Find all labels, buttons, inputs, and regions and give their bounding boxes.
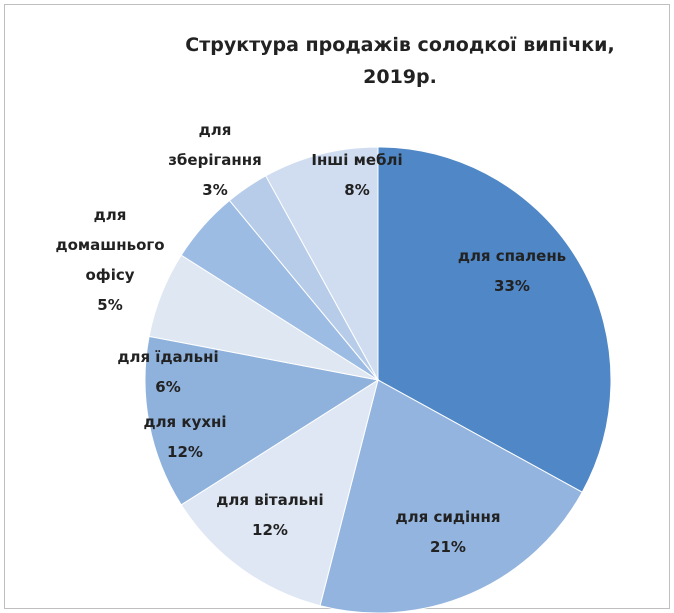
slice-label: для зберігання [168,121,262,169]
pie-slice [377,146,612,493]
slice-label: для їдальні [117,348,218,366]
slice-label: для вітальні [216,491,323,509]
slice-label: для домашнього офісу [55,206,164,284]
slice-value-label: 3% [202,181,227,199]
slice-value-label: 12% [167,443,203,461]
slice-value-label: 5% [97,296,122,314]
slice-value-label: 6% [155,378,180,396]
chart-title: Структура продажів солодкої випічки, 2019… [185,34,614,88]
slice-label: для кухні [143,413,226,431]
slice-label: для сидіння [396,508,501,526]
pie-slice [265,146,379,381]
slice-value-label: 12% [252,521,288,539]
slice-label: Інші меблі [311,151,402,169]
pie-slice [144,335,380,506]
slice-value-label: 8% [344,181,369,199]
pie-slice [180,378,379,607]
slice-label: для спалень [458,247,566,265]
pie-slice [319,379,583,613]
slice-value-label: 21% [430,538,466,556]
slice-value-label: 33% [494,277,530,295]
